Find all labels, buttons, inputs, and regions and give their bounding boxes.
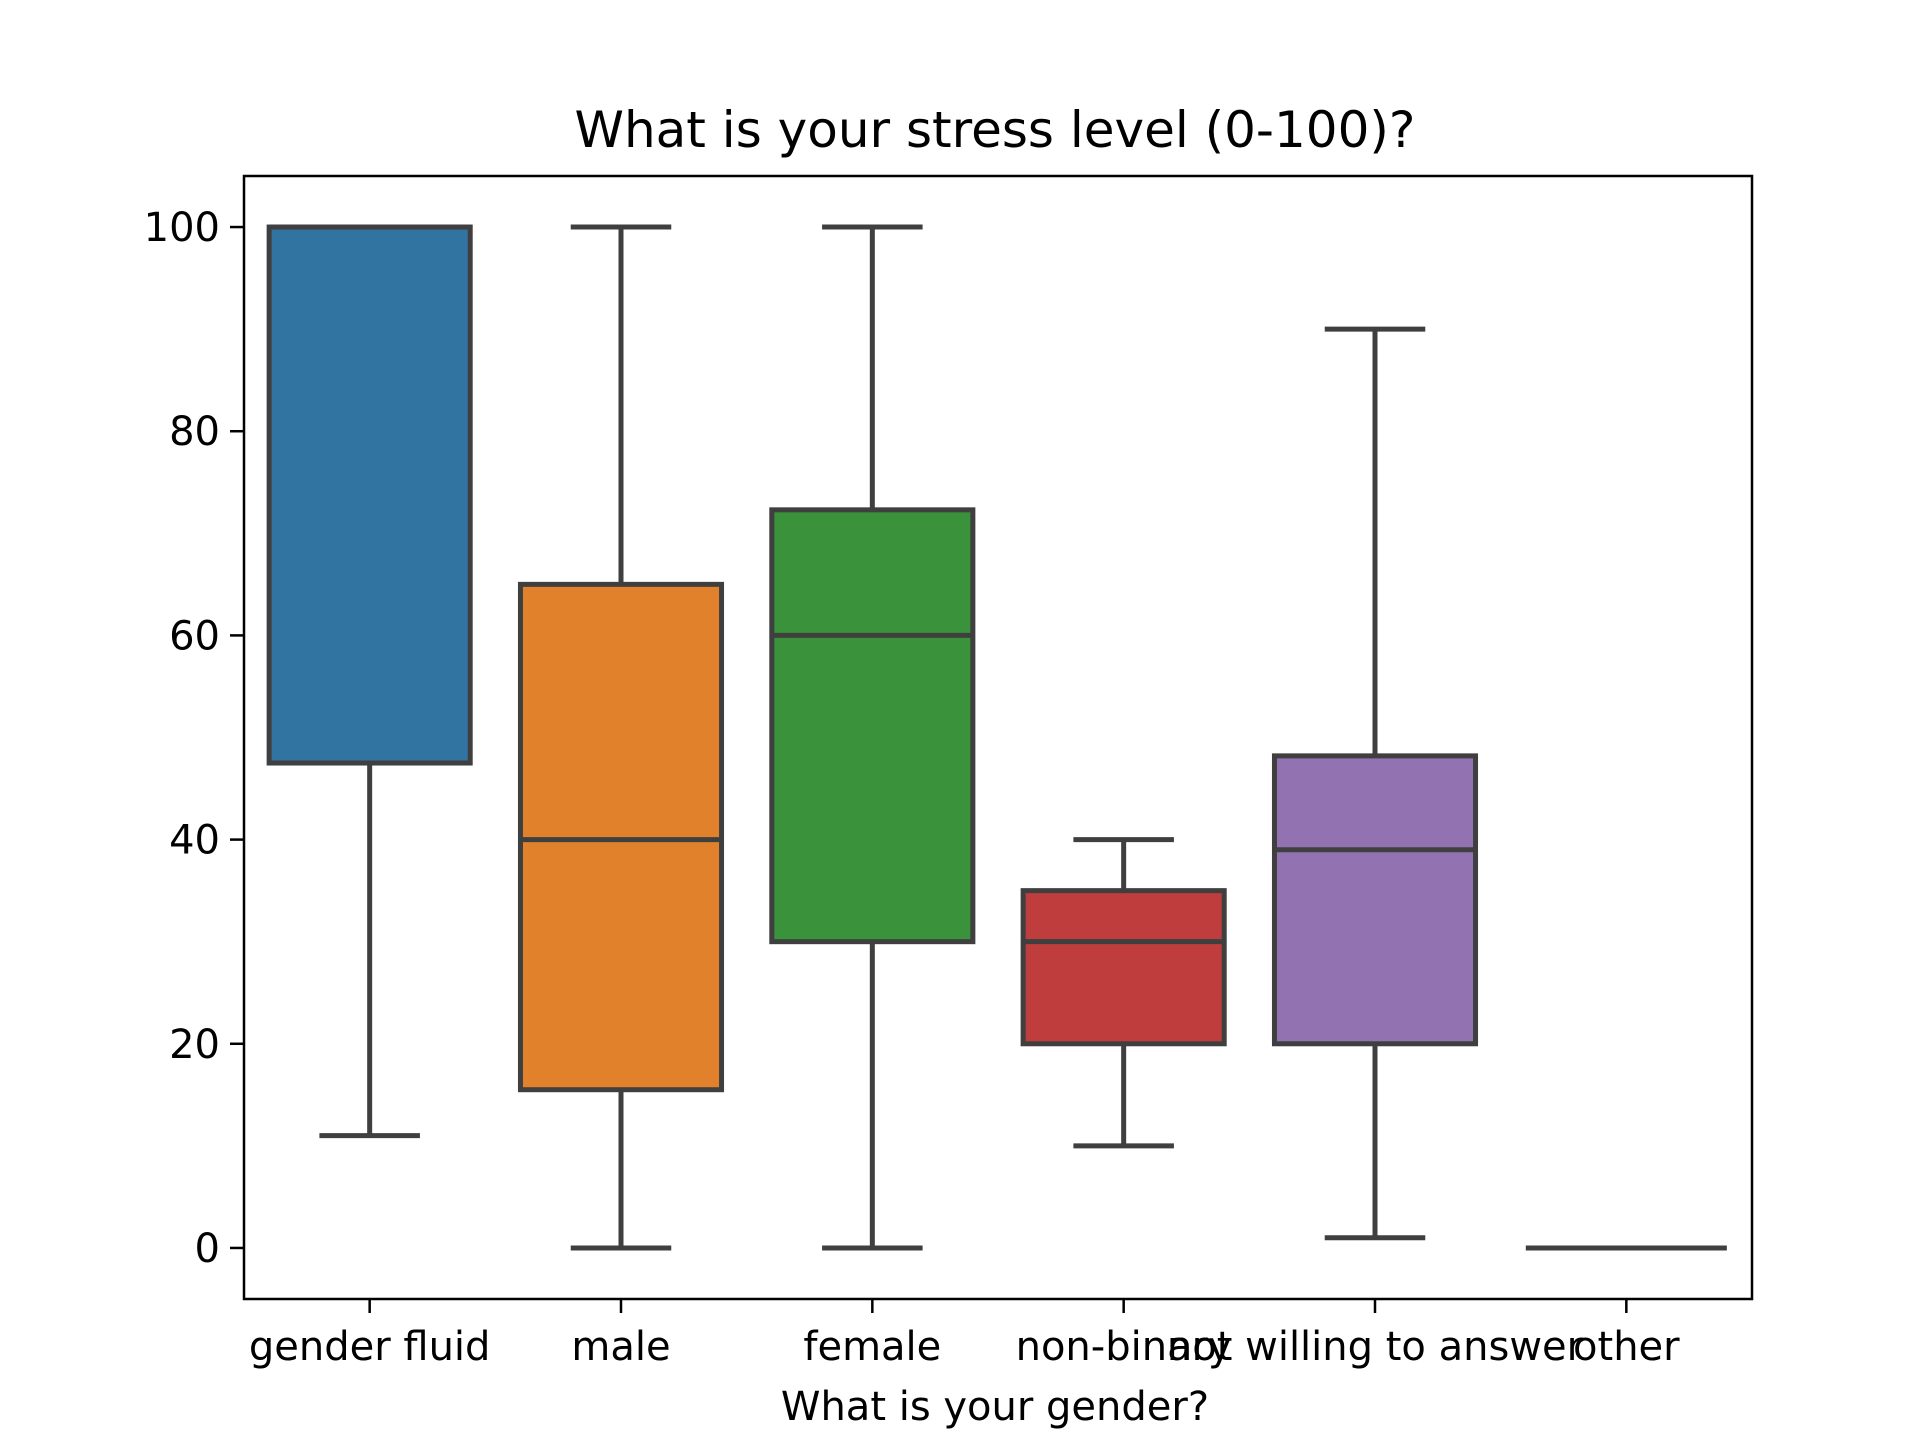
box-iqr xyxy=(769,507,976,945)
chart-title: What is your stress level (0-100)? xyxy=(575,101,1416,159)
y-axis: 0 20 40 60 80 100 xyxy=(144,205,244,1272)
box-group xyxy=(1271,326,1479,1241)
box-iqr xyxy=(517,581,725,1093)
plot-frame xyxy=(242,174,1754,1301)
y-tick-label: 80 xyxy=(169,409,220,455)
y-tick-label: 60 xyxy=(169,613,220,659)
x-axis-label: What is your gender? xyxy=(781,1384,1209,1430)
y-tick-label: 20 xyxy=(169,1022,220,1068)
box-group xyxy=(266,224,473,1139)
box-group xyxy=(517,224,725,1251)
box-iqr xyxy=(1020,888,1227,1047)
y-tick-label: 40 xyxy=(169,818,220,864)
x-tick-label: not willing to answer xyxy=(1167,1324,1584,1370)
box-iqr xyxy=(1271,753,1479,1047)
y-tick-label: 100 xyxy=(144,205,220,251)
box-group xyxy=(769,224,976,1251)
x-tick-label: other xyxy=(1573,1324,1680,1370)
x-tick-label: non-binary xyxy=(1016,1324,1232,1370)
box-iqr xyxy=(266,224,473,766)
y-tick-label: 0 xyxy=(195,1226,220,1272)
x-tick-label: male xyxy=(571,1324,670,1370)
x-tick-label: female xyxy=(803,1324,941,1370)
x-tick-label: gender fluid xyxy=(249,1324,491,1370)
plot-area xyxy=(266,224,1727,1251)
box-group xyxy=(1020,837,1227,1149)
